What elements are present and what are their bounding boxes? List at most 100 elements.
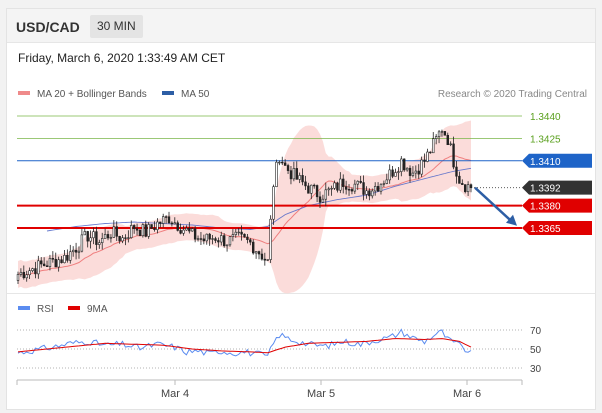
candle-body xyxy=(71,249,75,253)
candle-body xyxy=(304,181,307,187)
candle-body xyxy=(31,268,34,271)
candle-body xyxy=(455,166,458,177)
candle-body xyxy=(400,158,403,172)
candle-body xyxy=(373,186,377,192)
candle-body xyxy=(196,238,200,240)
candle-body xyxy=(301,175,304,183)
x-tick-label: Mar 5 xyxy=(307,388,335,400)
candle-body xyxy=(260,253,264,260)
research-credit: Research © 2020 Trading Central xyxy=(437,89,587,100)
candle-body xyxy=(179,230,182,234)
candle-body xyxy=(423,159,426,162)
candle-body xyxy=(298,175,301,180)
candle-body xyxy=(452,143,455,168)
chart-header: USD/CAD 30 MIN xyxy=(7,9,595,43)
candle-body xyxy=(89,237,92,242)
candle-body xyxy=(57,259,60,268)
ma9-swatch-icon xyxy=(68,306,80,311)
candle-body xyxy=(350,189,354,192)
timeframe-badge[interactable]: 30 MIN xyxy=(90,15,143,38)
candle-body xyxy=(371,190,374,197)
candle-body xyxy=(466,184,470,193)
candle-body xyxy=(365,190,368,195)
symbol-label: USD/CAD xyxy=(16,19,80,35)
candle-body xyxy=(214,238,217,241)
candle-body xyxy=(109,237,113,239)
candle-body xyxy=(222,235,226,247)
candle-body xyxy=(263,258,267,261)
rsi-swatch-icon xyxy=(18,306,30,311)
rsi-tick-30: 30 xyxy=(530,364,542,375)
candle-body xyxy=(254,251,258,254)
candle-body xyxy=(22,271,26,279)
current-price-label: 1.3392 xyxy=(530,184,561,195)
level-tag-1.3410 xyxy=(522,153,592,168)
level-tag-1.3365 xyxy=(522,221,592,235)
candle-body xyxy=(272,186,275,220)
legend-9ma-label: 9MA xyxy=(87,304,108,315)
candle-body xyxy=(446,134,449,146)
candle-body xyxy=(86,231,89,242)
chart-widget: USD/CAD 30 MIN Friday, March 6, 2020 1:3… xyxy=(6,8,596,410)
rsi-ma9-line xyxy=(17,338,472,354)
legend-ma50: MA 50 xyxy=(162,89,209,100)
candle-body xyxy=(269,218,272,260)
candle-body xyxy=(286,165,290,171)
candle-body xyxy=(321,198,325,203)
candle-body xyxy=(292,168,296,180)
candle-body xyxy=(289,170,293,180)
candle-body xyxy=(246,236,249,241)
candle-body xyxy=(359,180,362,183)
level-label-1.3425: 1.3425 xyxy=(530,134,561,145)
candle-body xyxy=(310,184,313,194)
candle-body xyxy=(60,259,63,264)
level-tag-1.3380 xyxy=(522,198,592,213)
candle-body xyxy=(342,178,345,187)
candle-body xyxy=(92,231,95,239)
candle-body xyxy=(330,187,333,190)
candle-body xyxy=(234,231,237,235)
candle-body xyxy=(429,151,432,154)
candle-body xyxy=(63,254,66,264)
candle-body xyxy=(28,270,31,276)
candle-body xyxy=(25,274,28,279)
candle-body xyxy=(228,236,232,246)
candle-body xyxy=(307,185,310,194)
candle-body xyxy=(121,237,124,242)
candle-body xyxy=(77,250,81,253)
candle-body xyxy=(141,224,145,237)
candle-body xyxy=(66,254,69,261)
bollinger-swatch-icon xyxy=(18,91,30,96)
candle-body xyxy=(231,234,235,238)
rsi-tick-50: 50 xyxy=(530,345,542,356)
candle-body xyxy=(327,188,330,191)
candle-body xyxy=(295,168,298,180)
candle-body xyxy=(403,158,406,171)
candle-body xyxy=(257,251,261,255)
candle-body xyxy=(275,161,278,187)
candle-body xyxy=(45,265,49,267)
candle-body xyxy=(118,235,121,242)
legend-rsi: RSI xyxy=(18,304,54,315)
candle-body xyxy=(217,240,220,243)
candle-body xyxy=(353,183,357,192)
candle-body xyxy=(176,222,179,231)
candle-body xyxy=(130,225,133,238)
candle-body xyxy=(388,169,391,181)
candle-body xyxy=(347,189,351,191)
candle-body xyxy=(411,172,415,176)
candle-body xyxy=(211,238,214,240)
candle-body xyxy=(103,234,107,239)
x-tick-label: Mar 4 xyxy=(161,388,189,400)
candle-body xyxy=(283,162,287,166)
candle-body xyxy=(339,178,342,191)
candle-body xyxy=(362,182,365,195)
candle-body xyxy=(199,238,203,240)
candle-body xyxy=(101,238,104,243)
candle-body xyxy=(458,175,461,184)
candle-body xyxy=(115,226,118,237)
candle-body xyxy=(144,224,147,237)
candle-body xyxy=(368,190,371,197)
candle-body xyxy=(426,151,429,162)
rsi-tick-70: 70 xyxy=(530,326,542,337)
